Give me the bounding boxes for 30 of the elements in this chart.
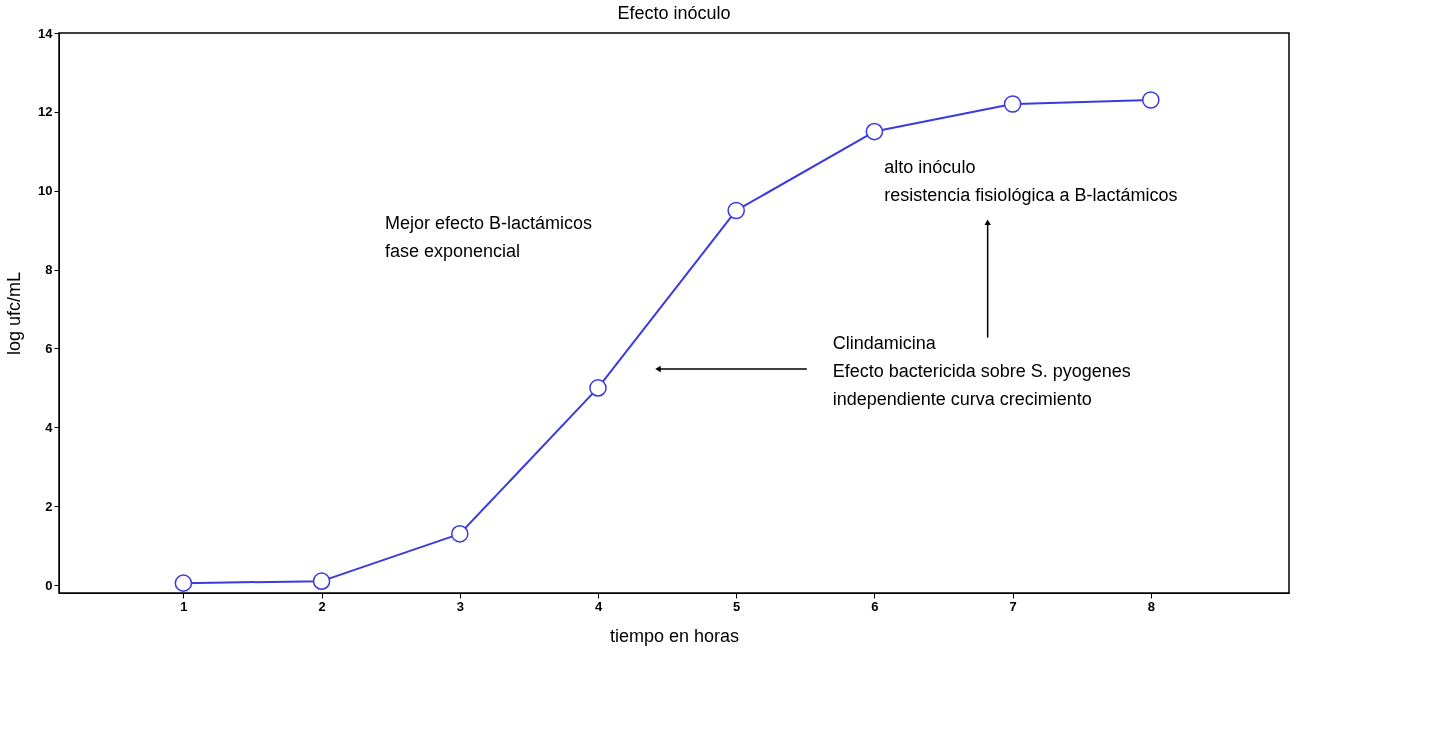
point [589, 379, 607, 397]
x-tick-label: 8 [1147, 598, 1155, 614]
chart-title: Efecto inóculo [617, 3, 731, 23]
x-tick-label: 1 [180, 598, 188, 614]
x-tick-label: 4 [594, 598, 603, 614]
y-tick-label: 10 [38, 183, 53, 199]
annotation: alto inóculo resistencia fisiológica a B-lactámicos [884, 157, 1178, 205]
annotation: Mejor efecto B-lactámicos fase exponencial [384, 213, 593, 261]
x-tick-label: 7 [1009, 598, 1017, 614]
y-tick-label: 4 [45, 419, 54, 435]
point [312, 572, 331, 590]
point [174, 574, 193, 592]
y-tick-label: 12 [38, 104, 53, 120]
point [727, 201, 745, 220]
y-tick-label: 2 [45, 498, 53, 514]
y-tick-label: 0 [45, 577, 53, 593]
point [1003, 95, 1022, 113]
point [450, 525, 469, 543]
point [865, 122, 884, 141]
y-tick-label: 6 [45, 340, 53, 356]
x-tick-label: 5 [733, 598, 741, 614]
y-axis-title: log ufc/mL [4, 271, 25, 356]
point [1141, 91, 1160, 109]
y-tick-label: 8 [45, 262, 53, 278]
x-tick-label: 3 [456, 598, 464, 614]
annotation: Clindamicina Efecto bactericida sobre S. pyogenes independiente curva crecimiento [832, 333, 1131, 410]
x-axis-title: tiempo en horas [609, 625, 740, 646]
y-tick-label: 14 [38, 25, 54, 41]
x-tick-label: 6 [871, 598, 879, 614]
x-tick-label: 2 [318, 598, 326, 614]
